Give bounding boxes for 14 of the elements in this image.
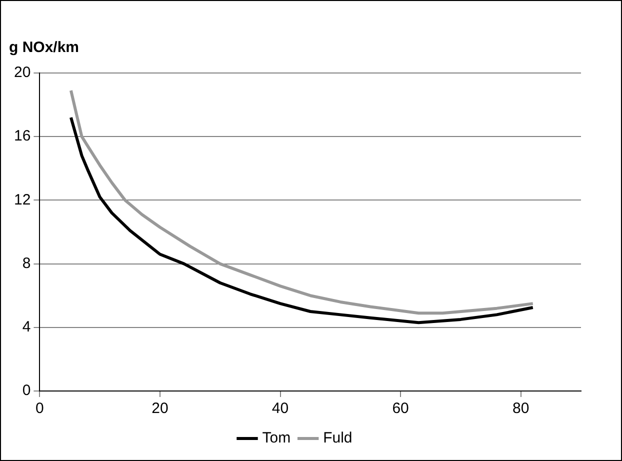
x-tick-label: 80 — [512, 400, 530, 418]
y-tick-label: 16 — [14, 128, 31, 145]
y-axis-title: g NOx/km — [9, 39, 80, 56]
x-tick-label: 40 — [272, 400, 289, 418]
y-tick-label: 20 — [14, 64, 31, 82]
legend-label: Tom — [262, 430, 291, 447]
x-tick-label: 20 — [152, 400, 168, 418]
x-tick-label: 60 — [392, 400, 409, 418]
y-tick-label: 0 — [22, 382, 31, 400]
y-tick-label: 4 — [22, 318, 31, 336]
x-tick-label: 0 — [36, 400, 44, 418]
y-tick-label: 12 — [14, 191, 31, 208]
y-tick-label: 8 — [22, 254, 31, 272]
legend-label: Fuld — [323, 430, 352, 447]
